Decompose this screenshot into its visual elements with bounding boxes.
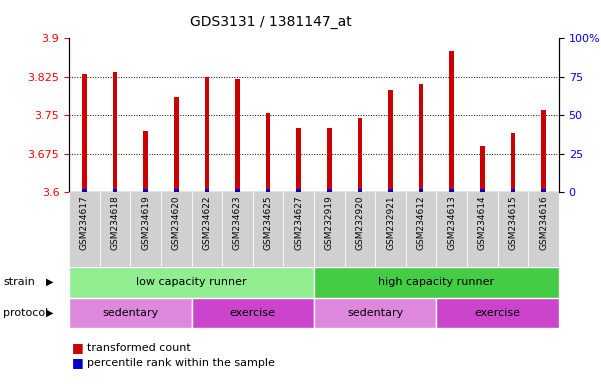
Bar <box>82 74 87 192</box>
Text: GSM234615: GSM234615 <box>508 196 517 250</box>
Text: ■: ■ <box>72 356 84 369</box>
Bar <box>266 113 270 192</box>
Text: GSM234625: GSM234625 <box>264 196 273 250</box>
Bar <box>192 298 314 328</box>
Text: GSM232919: GSM232919 <box>325 196 334 250</box>
Text: exercise: exercise <box>475 308 520 318</box>
Bar <box>375 192 406 267</box>
Text: low capacity runner: low capacity runner <box>136 277 247 287</box>
Bar <box>542 189 546 192</box>
Bar <box>69 298 192 328</box>
Bar <box>235 79 240 192</box>
Bar <box>113 72 117 192</box>
Bar <box>204 77 209 192</box>
Text: GSM234620: GSM234620 <box>172 196 181 250</box>
Text: percentile rank within the sample: percentile rank within the sample <box>87 358 275 368</box>
Text: GSM232921: GSM232921 <box>386 196 395 250</box>
Bar <box>450 189 454 192</box>
Bar <box>450 51 454 192</box>
Bar <box>314 298 436 328</box>
Text: GSM234622: GSM234622 <box>203 196 212 250</box>
Bar <box>161 192 192 267</box>
Text: ▶: ▶ <box>46 308 53 318</box>
Text: strain: strain <box>3 277 35 287</box>
Bar <box>388 189 393 192</box>
Bar <box>511 189 515 192</box>
Bar <box>192 192 222 267</box>
Bar <box>144 131 148 192</box>
Text: GDS3131 / 1381147_at: GDS3131 / 1381147_at <box>189 15 352 29</box>
Bar <box>467 192 498 267</box>
Text: ■: ■ <box>72 341 84 354</box>
Bar <box>130 192 161 267</box>
Text: transformed count: transformed count <box>87 343 191 353</box>
Text: GSM234619: GSM234619 <box>141 196 150 250</box>
Text: GSM234618: GSM234618 <box>111 196 120 250</box>
Bar <box>174 97 178 192</box>
Text: GSM234617: GSM234617 <box>80 196 89 250</box>
Text: exercise: exercise <box>230 308 276 318</box>
Text: high capacity runner: high capacity runner <box>379 277 495 287</box>
Bar <box>388 89 393 192</box>
Bar <box>144 189 148 192</box>
Bar <box>344 192 375 267</box>
Text: sedentary: sedentary <box>102 308 159 318</box>
Bar <box>528 192 559 267</box>
Bar <box>498 192 528 267</box>
Bar <box>204 189 209 192</box>
Text: sedentary: sedentary <box>347 308 403 318</box>
Text: protocol: protocol <box>3 308 48 318</box>
Bar <box>296 189 301 192</box>
Bar <box>284 192 314 267</box>
Bar <box>419 84 424 192</box>
Bar <box>358 189 362 192</box>
Bar <box>436 298 559 328</box>
Bar <box>235 189 240 192</box>
Bar <box>69 267 314 298</box>
Bar <box>69 192 100 267</box>
Bar <box>266 189 270 192</box>
Bar <box>100 192 130 267</box>
Bar <box>327 189 332 192</box>
Bar <box>253 192 284 267</box>
Bar <box>82 189 87 192</box>
Bar <box>542 110 546 192</box>
Bar <box>406 192 436 267</box>
Bar <box>174 189 178 192</box>
Bar <box>222 192 253 267</box>
Text: ▶: ▶ <box>46 277 53 287</box>
Bar <box>314 267 559 298</box>
Bar <box>419 189 424 192</box>
Bar <box>436 192 467 267</box>
Bar <box>511 133 515 192</box>
Bar <box>480 146 484 192</box>
Bar <box>327 128 332 192</box>
Bar <box>296 128 301 192</box>
Bar <box>480 189 484 192</box>
Text: GSM234614: GSM234614 <box>478 196 487 250</box>
Bar <box>314 192 344 267</box>
Text: GSM234613: GSM234613 <box>447 196 456 250</box>
Bar <box>113 189 117 192</box>
Text: GSM234612: GSM234612 <box>416 196 426 250</box>
Text: GSM234627: GSM234627 <box>294 196 304 250</box>
Text: GSM234623: GSM234623 <box>233 196 242 250</box>
Text: GSM234616: GSM234616 <box>539 196 548 250</box>
Text: GSM232920: GSM232920 <box>355 196 364 250</box>
Bar <box>358 118 362 192</box>
